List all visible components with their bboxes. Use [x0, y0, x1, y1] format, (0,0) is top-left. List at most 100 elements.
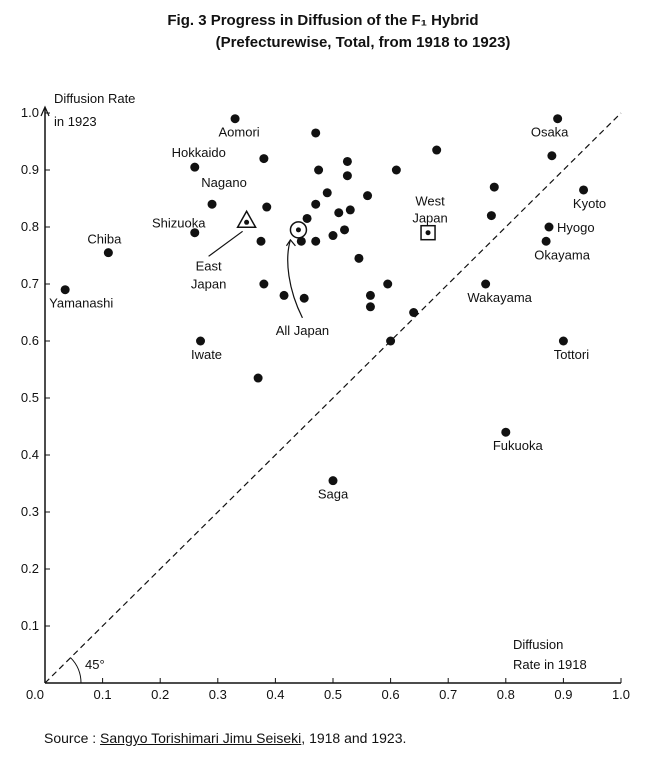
- point-label: Aomori: [218, 125, 259, 140]
- source-suffix: , 1918 and 1923.: [301, 730, 407, 746]
- point-label: Saga: [318, 487, 349, 502]
- region-pointer: [208, 230, 243, 257]
- scatter-point: [486, 211, 496, 221]
- scatter-point: [391, 165, 401, 175]
- scatter-point: [342, 156, 352, 166]
- axes: 45° 0.0 0.1 0.2 0.3 0.4 0.5 0.6 0.7 0.8 0.9 1.0 0.1 0…: [21, 91, 630, 702]
- scatter-point: [409, 308, 419, 317]
- scatter-point: [432, 145, 442, 155]
- scatter-point: [311, 236, 321, 246]
- source-prefix: Source :: [44, 730, 101, 746]
- y-tick-label: 0.4: [21, 447, 39, 462]
- data-points: [60, 114, 589, 486]
- chart-subtitle: (Prefecturewise, Total, from 1918 to 192…: [215, 34, 511, 51]
- scatter-point: [103, 248, 113, 258]
- y-tick-label: 0.7: [21, 276, 39, 291]
- region-marker-circle: [289, 221, 308, 239]
- scatter-point: [481, 279, 491, 289]
- y-tick-label: 0.1: [21, 618, 39, 633]
- y-axis-title: Diffusion Rate: [54, 91, 135, 106]
- region-label: Japan: [412, 211, 447, 226]
- scatter-point: [311, 128, 321, 138]
- x-tick-label: 0.5: [324, 687, 342, 702]
- scatter-point: [547, 151, 557, 161]
- angle-arc: [70, 657, 82, 684]
- point-label: Tottori: [554, 347, 590, 362]
- point-label: Chiba: [87, 232, 122, 247]
- scatter-point: [311, 199, 321, 209]
- region-marker-square: [420, 224, 436, 241]
- point-label: Fukuoka: [493, 438, 544, 453]
- point-label: Okayama: [534, 247, 590, 262]
- scatter-point: [328, 476, 338, 486]
- scatter-point: [558, 336, 568, 346]
- scatter-point: [207, 199, 217, 209]
- scatter-point: [322, 188, 332, 198]
- scatter-point: [334, 208, 344, 218]
- region-pointer-arrow: [285, 238, 296, 247]
- region-label: Japan: [191, 276, 226, 291]
- x-axis-title: Diffusion: [513, 637, 563, 652]
- y-tick-label: 1.0: [21, 105, 39, 120]
- x-tick-label: 0.6: [382, 687, 400, 702]
- x-tick-label: 1.0: [612, 687, 630, 702]
- y-tick-label: 0.8: [21, 219, 39, 234]
- chart-title: Fig. 3 Progress in Diffusion of the F₁ H…: [167, 12, 479, 29]
- angle-label: 45°: [85, 657, 105, 672]
- region-label: All Japan: [276, 323, 329, 338]
- scatter-point: [363, 191, 373, 201]
- y-tick-label: 0.6: [21, 333, 39, 348]
- scatter-point: [60, 285, 70, 295]
- x-tick-label: 0.1: [94, 687, 112, 702]
- scatter-point: [383, 279, 393, 289]
- scatter-point: [501, 427, 511, 437]
- region-marker-dot: [425, 230, 431, 236]
- scatter-point: [190, 162, 200, 172]
- scatter-point: [196, 336, 206, 346]
- scatter-point: [544, 222, 554, 232]
- scatter-point: [253, 373, 263, 383]
- scatter-point: [365, 290, 375, 300]
- scatter-point: [262, 202, 272, 212]
- scatter-point: [230, 114, 240, 124]
- y-tick-label: 0.5: [21, 390, 39, 405]
- x-tick-label: 0.4: [266, 687, 284, 702]
- region-pointer: [287, 239, 303, 319]
- diagonal-45-line: [44, 112, 622, 684]
- region-label: West: [415, 194, 445, 209]
- x-tick-label: 0.7: [439, 687, 457, 702]
- source-title: Sangyo Torishimari Jimu Seiseki: [100, 730, 302, 746]
- point-labels: Yamanashi Chiba Shizuoka Hokkaido Iwate Nagan…: [49, 125, 606, 502]
- point-label: Wakayama: [467, 290, 532, 305]
- x-tick-label: 0.9: [554, 687, 572, 702]
- scatter-point: [302, 213, 312, 223]
- region-marker-dot: [244, 219, 250, 225]
- x-tick-label: 0.0: [26, 687, 44, 702]
- y-tick-label: 0.3: [21, 504, 39, 519]
- x-tick-label: 0.3: [209, 687, 227, 702]
- scatter-point: [541, 236, 551, 246]
- scatter-point: [299, 293, 309, 303]
- scatter-point: [296, 236, 306, 246]
- scatter-point: [340, 225, 350, 235]
- point-label: Kyoto: [573, 196, 606, 211]
- point-label: Iwate: [191, 347, 222, 362]
- source-note: Source : Sangyo Torishimari Jimu Seiseki…: [44, 730, 406, 746]
- scatter-point: [579, 185, 589, 195]
- x-tick-label: 0.8: [497, 687, 515, 702]
- scatter-point: [365, 302, 375, 312]
- y-tick-label: 0.2: [21, 561, 39, 576]
- region-marker-triangle: [236, 209, 257, 229]
- scatter-point: [259, 154, 269, 164]
- point-label: Hokkaido: [172, 145, 226, 160]
- region-marker-dot: [295, 227, 301, 233]
- scatter-point: [342, 171, 352, 181]
- point-label: Shizuoka: [152, 216, 206, 231]
- scatter-point: [256, 236, 266, 246]
- y-axis-title: in 1923: [54, 114, 97, 129]
- scatter-point: [386, 336, 396, 346]
- x-axis-title: Rate in 1918: [513, 657, 587, 672]
- scatter-point: [314, 165, 324, 175]
- scatter-point: [279, 290, 289, 300]
